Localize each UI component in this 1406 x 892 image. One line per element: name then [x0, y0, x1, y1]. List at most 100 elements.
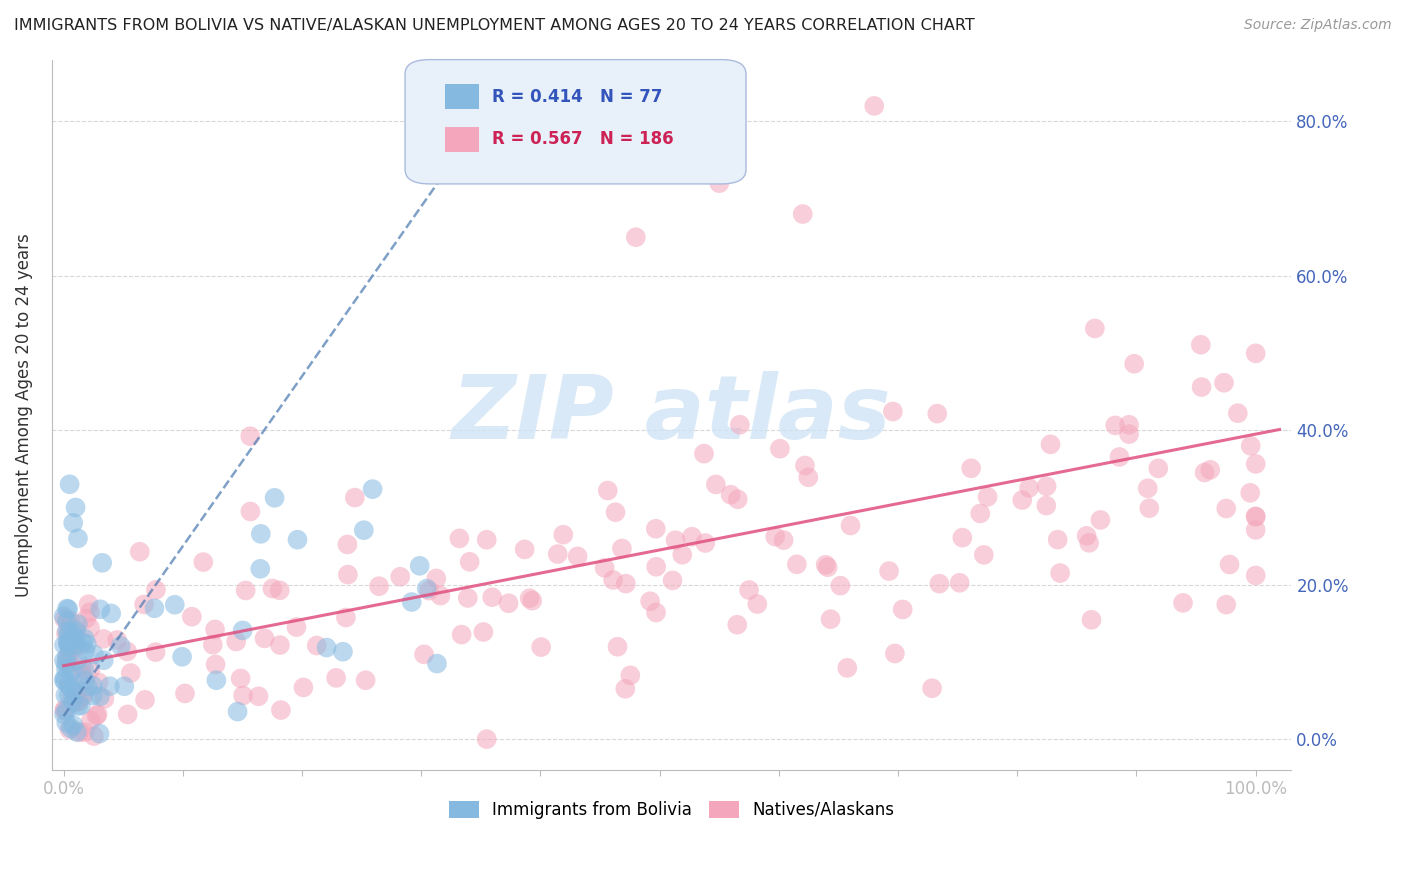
- Point: [614, 576, 637, 591]
- Point: [63, 631, 86, 645]
- Point: [56, 638, 79, 652]
- Point: [232, 689, 254, 703]
- Point: [79, 663, 101, 677]
- Point: [100, 607, 122, 621]
- Point: [1018, 481, 1040, 495]
- Point: [73, 663, 96, 677]
- Point: [413, 648, 436, 662]
- Point: [727, 492, 749, 507]
- Point: [53, 653, 76, 667]
- Point: [1039, 437, 1062, 451]
- Point: [645, 559, 668, 574]
- Point: [1137, 501, 1160, 516]
- Point: [830, 579, 852, 593]
- Point: [1049, 566, 1071, 580]
- Point: [82, 689, 104, 703]
- Point: [837, 661, 859, 675]
- Point: [883, 647, 905, 661]
- Point: [75, 644, 97, 658]
- Point: [76, 637, 98, 651]
- Point: [56, 635, 79, 649]
- Point: [738, 582, 761, 597]
- Point: [117, 707, 139, 722]
- Point: [65, 638, 87, 652]
- Point: [1199, 463, 1222, 477]
- Point: [1147, 461, 1170, 475]
- Point: [65, 631, 87, 645]
- Point: [83, 648, 105, 662]
- Point: [709, 176, 731, 190]
- Point: [75, 611, 97, 625]
- Point: [973, 548, 995, 562]
- Point: [450, 627, 472, 641]
- Point: [409, 558, 432, 573]
- Point: [693, 447, 716, 461]
- Point: [547, 547, 569, 561]
- Point: [83, 729, 105, 743]
- Point: [792, 207, 814, 221]
- FancyBboxPatch shape: [405, 60, 747, 184]
- Point: [614, 681, 637, 696]
- Point: [596, 483, 619, 498]
- Point: [77, 597, 100, 611]
- Point: [73, 632, 96, 646]
- Point: [58, 688, 80, 702]
- Point: [472, 625, 495, 640]
- Point: [475, 533, 498, 547]
- Point: [52, 609, 75, 624]
- Point: [93, 632, 115, 646]
- Point: [56, 634, 79, 648]
- Point: [58, 657, 80, 671]
- Point: [73, 725, 96, 739]
- Point: [863, 99, 886, 113]
- Point: [553, 527, 575, 541]
- Point: [638, 594, 661, 608]
- Point: [593, 561, 616, 575]
- Point: [56, 624, 79, 639]
- Point: [120, 665, 142, 680]
- Point: [204, 657, 226, 672]
- Point: [1084, 321, 1107, 335]
- Point: [361, 482, 384, 496]
- Point: [58, 723, 80, 737]
- Point: [315, 640, 337, 655]
- Point: [797, 470, 820, 484]
- Point: [728, 417, 751, 432]
- Point: [53, 670, 76, 684]
- Point: [610, 541, 633, 556]
- Point: [704, 477, 727, 491]
- Point: [53, 704, 76, 718]
- Point: [1215, 598, 1237, 612]
- Point: [59, 641, 82, 656]
- Text: ZIP atlas: ZIP atlas: [451, 371, 891, 458]
- Point: [624, 230, 647, 244]
- Point: [1118, 417, 1140, 432]
- Point: [232, 624, 254, 638]
- Point: [66, 640, 89, 654]
- Point: [1239, 485, 1261, 500]
- Point: [52, 673, 75, 687]
- Point: [65, 692, 87, 706]
- Point: [67, 694, 90, 708]
- Point: [229, 672, 252, 686]
- Point: [66, 725, 89, 739]
- Point: [201, 638, 224, 652]
- Point: [353, 523, 375, 537]
- Point: [664, 533, 686, 548]
- Point: [76, 680, 98, 694]
- Point: [1244, 568, 1267, 582]
- Point: [891, 602, 914, 616]
- Point: [93, 653, 115, 667]
- Point: [1244, 509, 1267, 524]
- Point: [1171, 596, 1194, 610]
- Point: [249, 526, 271, 541]
- Point: [163, 598, 186, 612]
- Point: [644, 522, 666, 536]
- Point: [530, 640, 553, 654]
- Point: [53, 674, 76, 689]
- Point: [458, 555, 481, 569]
- Point: [59, 477, 82, 491]
- Point: [56, 601, 79, 615]
- Point: [58, 602, 80, 616]
- Point: [1240, 439, 1263, 453]
